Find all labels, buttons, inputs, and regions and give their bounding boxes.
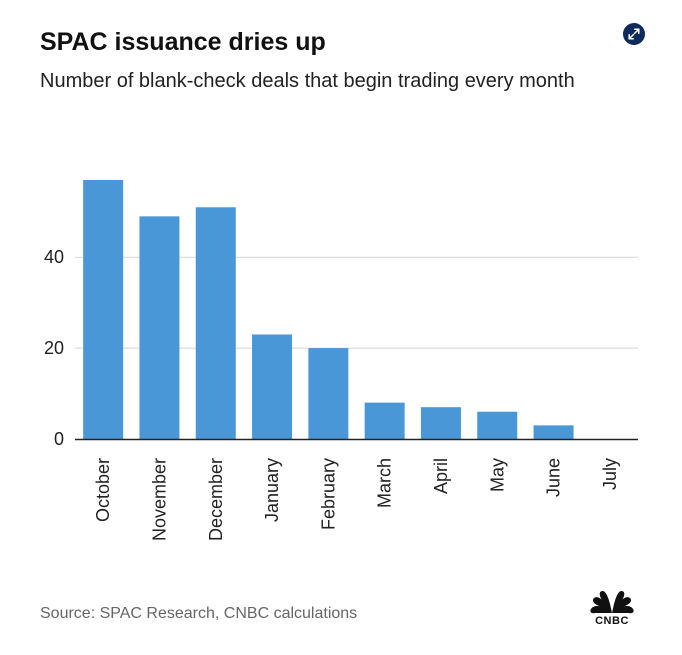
x-tick-label: December: [206, 458, 226, 541]
y-tick-label: 40: [44, 247, 64, 267]
x-tick-label: July: [600, 458, 620, 490]
x-tick-label: June: [544, 458, 564, 497]
bar-december: [195, 207, 236, 439]
bar-june: [533, 425, 574, 439]
bar-chart: 0 20 40 October November December January Febr…: [44, 180, 638, 541]
cnbc-logo: CNBC: [590, 590, 634, 626]
bar-march: [364, 402, 405, 439]
chart-subtitle: Number of blank-check deals that begin t…: [40, 70, 575, 92]
x-tick-label: May: [487, 458, 507, 492]
bars: [83, 180, 574, 439]
bar-october: [83, 180, 124, 439]
x-tick-label: January: [262, 458, 282, 522]
y-axis-ticks: 0 20 40: [44, 247, 64, 449]
source-note: Source: SPAC Research, CNBC calculations: [40, 605, 358, 622]
bar-may: [477, 411, 518, 439]
logo-text: CNBC: [595, 615, 629, 626]
expand-icon: [628, 28, 640, 40]
x-tick-label: April: [431, 458, 451, 494]
chart-title: SPAC issuance dries up: [40, 28, 326, 56]
y-tick-label: 20: [44, 338, 64, 358]
expand-button[interactable]: [623, 23, 645, 45]
x-tick-label: March: [375, 458, 395, 508]
bar-january: [252, 334, 293, 439]
x-axis-ticks: October November December January February Ma…: [93, 458, 620, 541]
x-tick-label: February: [318, 458, 338, 530]
bar-february: [308, 348, 349, 439]
y-tick-label: 0: [54, 429, 64, 449]
bar-april: [420, 407, 461, 439]
x-tick-label: November: [149, 458, 169, 541]
x-tick-label: October: [93, 458, 113, 522]
bar-november: [139, 216, 180, 439]
